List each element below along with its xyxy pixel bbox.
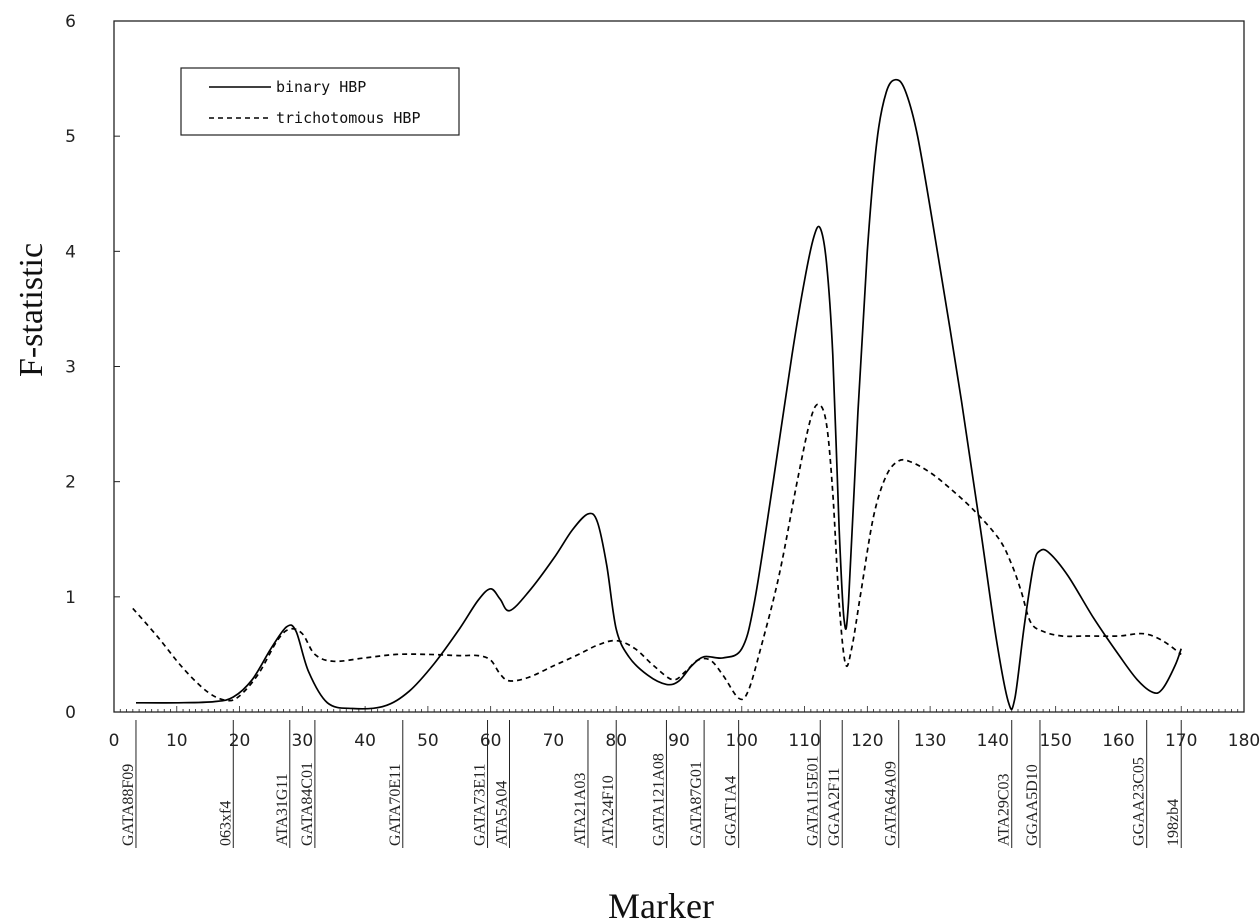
marker-label: GGAT1A4: [723, 776, 740, 846]
series-line-1: [132, 403, 1182, 702]
marker-label: GGAA23C05: [1131, 757, 1148, 846]
series-line-0: [135, 78, 1183, 711]
legend-label-series-0: binary HBP: [276, 78, 366, 96]
x-tick-label: 150: [1039, 731, 1071, 751]
marker-label: GATA115E01: [804, 755, 821, 846]
x-tick-label: 30: [292, 731, 314, 751]
y-tick-label: 0: [65, 703, 76, 723]
marker-label: GATA70E11: [387, 763, 404, 846]
marker-label: ATA5A04: [494, 781, 511, 846]
marker-label: ATA29C03: [996, 774, 1013, 846]
x-tick-label: 60: [480, 731, 502, 751]
marker-label: GATA73E11: [472, 763, 489, 846]
x-tick-label: 110: [788, 731, 820, 751]
x-tick-label: 120: [851, 731, 883, 751]
legend: binary HBP trichotomous HBP: [180, 67, 460, 136]
y-tick-label: 6: [65, 12, 76, 32]
marker-label: 198zb4: [1165, 799, 1182, 846]
marker-label: 063xf4: [217, 801, 234, 846]
marker-label: GATA87G01: [688, 761, 705, 846]
marker-labels: GATA88F09 063xf4 ATA31G11 GATA84C01 GATA70E1…: [120, 720, 1182, 848]
marker-label: GATA88F09: [120, 764, 137, 846]
y-tick-label: 2: [65, 473, 76, 493]
x-tick-label: 50: [417, 731, 439, 751]
legend-box: [180, 67, 460, 136]
x-tick-label: 140: [977, 731, 1009, 751]
x-tick-label: 70: [543, 731, 565, 751]
y-tick-label: 4: [65, 242, 76, 262]
marker-label: GGAA2F11: [826, 767, 843, 846]
marker-label: GATA121A08: [650, 753, 667, 846]
x-tick-label: 180: [1228, 731, 1260, 751]
y-tick-label: 5: [65, 127, 76, 147]
marker-label: ATA31G11: [274, 773, 291, 846]
x-tick-label: 130: [914, 731, 946, 751]
x-tick-label: 10: [166, 731, 188, 751]
marker-label: GATA64A09: [883, 761, 900, 846]
x-tick-label: 40: [354, 731, 376, 751]
y-axis-title: F-statistic: [13, 243, 50, 377]
x-axis-title: Marker: [608, 886, 714, 923]
x-tick-label: 20: [229, 731, 251, 751]
x-tick-label: 160: [1102, 731, 1134, 751]
y-tick-label: 3: [65, 358, 76, 378]
x-tick-label: 100: [726, 731, 758, 751]
marker-label: GGAA5D10: [1024, 764, 1041, 846]
y-tick-label: 1: [65, 588, 76, 608]
marker-label: GATA84C01: [299, 762, 316, 846]
axes: 0 10 20 30 40 50 60 70 80 90 100 110 120 130 140 150 160…: [65, 12, 1260, 751]
x-tick-label: 0: [109, 731, 120, 751]
marker-label: ATA21A03: [572, 773, 589, 846]
x-tick-label: 90: [668, 731, 690, 751]
legend-label-series-1: trichotomous HBP: [276, 109, 421, 127]
marker-label: ATA24F10: [600, 775, 617, 846]
series-layer: [132, 78, 1183, 711]
